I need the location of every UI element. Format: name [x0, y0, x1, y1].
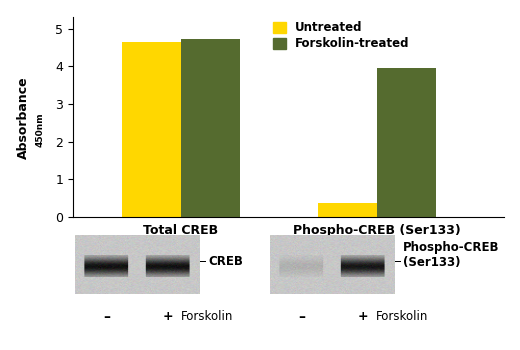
Text: Absorbance: Absorbance	[17, 76, 30, 159]
Text: Forskolin: Forskolin	[181, 310, 233, 323]
Legend: Untreated, Forskolin-treated: Untreated, Forskolin-treated	[273, 21, 410, 50]
Bar	[181, 39, 240, 217]
Text: +: +	[162, 310, 173, 323]
Bar	[122, 42, 181, 217]
Bar	[318, 203, 377, 217]
Text: +: +	[357, 310, 368, 323]
Text: –: –	[298, 310, 305, 324]
Text: 450nm: 450nm	[36, 112, 45, 147]
Text: Phospho-CREB
(Ser133): Phospho-CREB (Ser133)	[403, 241, 500, 270]
Bar	[377, 68, 436, 217]
Text: CREB: CREB	[208, 255, 243, 268]
Text: –: –	[103, 310, 110, 324]
Text: Forskolin: Forskolin	[376, 310, 428, 323]
